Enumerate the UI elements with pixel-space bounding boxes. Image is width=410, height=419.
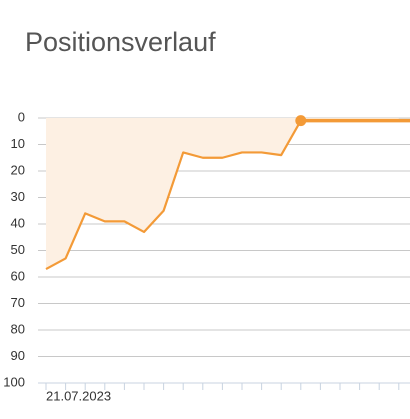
y-tick-label: 70 <box>11 295 25 310</box>
y-tick-label: 10 <box>11 136 25 151</box>
y-tick-label: 60 <box>11 268 25 283</box>
y-tick-label: 0 <box>18 109 25 124</box>
y-tick-label: 30 <box>11 189 25 204</box>
y-tick-label: 100 <box>3 374 25 389</box>
y-tick-label: 90 <box>11 348 25 363</box>
area <box>46 118 399 270</box>
y-tick-label: 20 <box>11 162 25 177</box>
y-tick-label: 80 <box>11 321 25 336</box>
x-tick-label: 21.07.2023 <box>46 388 111 403</box>
y-tick-label: 50 <box>11 242 25 257</box>
y-tick-label: 40 <box>11 215 25 230</box>
chart-title: Positionsverlauf <box>25 27 216 57</box>
highlight-point <box>295 115 307 127</box>
